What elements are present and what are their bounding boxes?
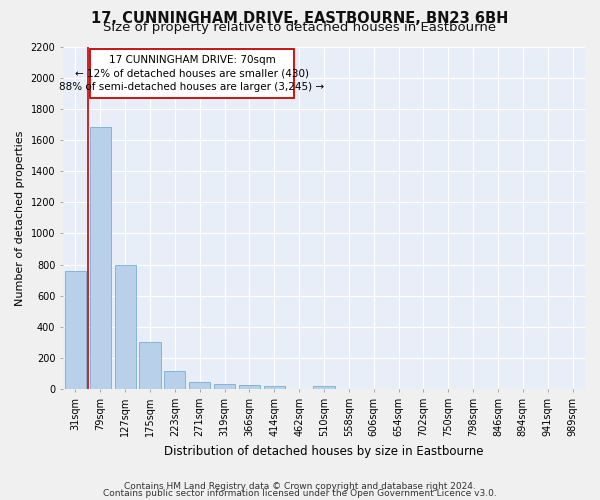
Text: Size of property relative to detached houses in Eastbourne: Size of property relative to detached ho… [103,21,497,34]
X-axis label: Distribution of detached houses by size in Eastbourne: Distribution of detached houses by size … [164,444,484,458]
Bar [164,371,185,389]
Bar [263,386,285,389]
Text: 17, CUNNINGHAM DRIVE, EASTBOURNE, BN23 6BH: 17, CUNNINGHAM DRIVE, EASTBOURNE, BN23 6… [91,11,509,26]
Bar [115,266,136,389]
Bar [139,342,161,389]
Text: 88% of semi-detached houses are larger (3,245) →: 88% of semi-detached houses are larger (… [59,82,325,92]
Text: ← 12% of detached houses are smaller (430): ← 12% of detached houses are smaller (43… [75,68,309,78]
Text: Contains public sector information licensed under the Open Government Licence v3: Contains public sector information licen… [103,489,497,498]
Bar [89,128,111,389]
Bar [65,271,86,389]
FancyBboxPatch shape [90,49,294,98]
Y-axis label: Number of detached properties: Number of detached properties [15,130,25,306]
Bar [239,386,260,389]
Bar [189,382,210,389]
Text: 17 CUNNINGHAM DRIVE: 70sqm: 17 CUNNINGHAM DRIVE: 70sqm [109,54,275,64]
Text: Contains HM Land Registry data © Crown copyright and database right 2024.: Contains HM Land Registry data © Crown c… [124,482,476,491]
Bar [214,384,235,389]
Bar [313,386,335,389]
